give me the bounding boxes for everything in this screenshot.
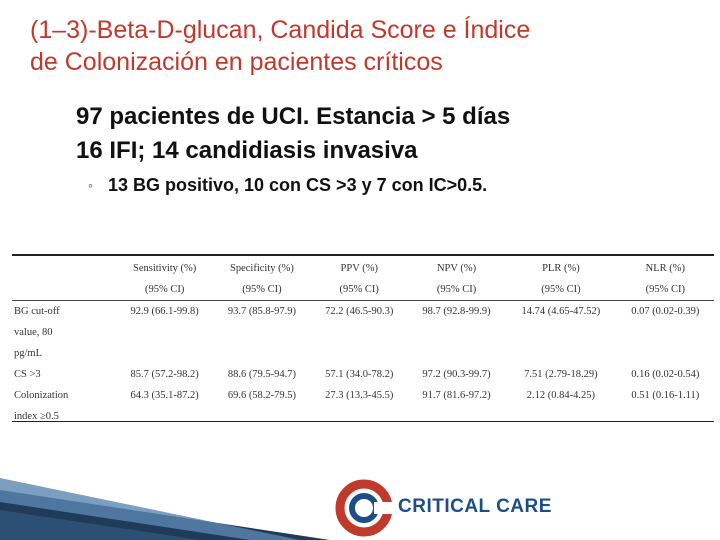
- table-row-label: CS >3: [14, 369, 41, 380]
- table-row-label: Colonization: [14, 390, 69, 401]
- diagnostic-table: Sensitivity (%) Specificity (%) PPV (%) …: [12, 254, 714, 422]
- sub-bullet-icon: ◦: [88, 177, 93, 193]
- table-cell: [505, 322, 616, 343]
- bullet-item: 97 pacientes de UCI. Estancia > 5 días: [48, 100, 688, 134]
- logo-text: CRITICAL CARE: [398, 496, 552, 517]
- table-header: Sensitivity (%): [133, 263, 197, 274]
- bullet-text: 16 IFI; 14 candidiasis invasiva: [76, 137, 418, 164]
- table-row: value, 80: [12, 322, 714, 343]
- table-bottom-rule: [12, 421, 714, 422]
- slide-title: (1–3)-Beta-D-glucan, Candida Score e Índ…: [30, 14, 700, 78]
- table-cell: 91.7 (81.6-97.2): [422, 390, 491, 401]
- table-header: Specificity (%): [230, 263, 294, 274]
- table-ci-label: (95% CI): [407, 279, 506, 301]
- table-cell: [617, 406, 714, 427]
- table-cell: 7.51 (2.79-18.29): [524, 369, 598, 380]
- table-header: NLR (%): [645, 263, 685, 274]
- bullet-item: 16 IFI; 14 candidiasis invasiva: [48, 134, 688, 168]
- table-row: Colonization 64.3 (35.1-87.2) 69.6 (58.2-7…: [12, 385, 714, 406]
- table-cell: 98.7 (92.8-99.9): [422, 306, 491, 317]
- table-ci-label: (95% CI): [310, 279, 408, 301]
- table-cell: 57.1 (34.0-78.2): [325, 369, 394, 380]
- bullet-icon: [48, 144, 62, 158]
- results-table: Sensitivity (%) Specificity (%) PPV (%) …: [12, 258, 714, 427]
- table-row-label: value, 80: [14, 327, 53, 338]
- table-cell: [116, 343, 213, 364]
- table-row: index ≥0.5: [12, 406, 714, 427]
- table-cell: [213, 343, 310, 364]
- table-cell: [311, 406, 408, 427]
- table-header: [12, 258, 116, 279]
- table-cell: [408, 343, 505, 364]
- bullet-icon: [48, 110, 62, 124]
- stripe-light: [0, 478, 300, 540]
- table-cell: 85.7 (57.2-98.2): [130, 369, 199, 380]
- table-header: PPV (%): [340, 263, 378, 274]
- table-cell: [213, 406, 310, 427]
- table-row: CS >3 85.7 (57.2-98.2) 88.6 (79.5-94.7) 57.…: [12, 364, 714, 385]
- table-row: pg/mL: [12, 343, 714, 364]
- table-cell: [505, 406, 616, 427]
- table-cell: 88.6 (79.5-94.7): [227, 369, 297, 380]
- table-header: NPV (%): [436, 263, 477, 274]
- table-row-label: pg/mL: [14, 348, 42, 359]
- bullet-list: 97 pacientes de UCI. Estancia > 5 días 1…: [48, 100, 688, 198]
- table-ci-label: (95% CI): [505, 279, 617, 301]
- table-cell: 92.9 (66.1-99.8): [130, 306, 199, 317]
- table-cell: 72.2 (46.5-90.3): [325, 306, 394, 317]
- table-cell: 0.07 (0.02-0.39): [631, 306, 700, 317]
- title-line-2: de Colonización en pacientes críticos: [30, 48, 443, 76]
- table-cell: [213, 322, 310, 343]
- table-cell: [505, 343, 616, 364]
- table-row-label: BG cut-off: [14, 306, 60, 317]
- table-cell: 97.2 (90.3-99.7): [422, 369, 491, 380]
- table-ci-label: (95% CI): [116, 279, 214, 301]
- table-cell: [408, 322, 505, 343]
- table-cell: 93.7 (85.8-97.9): [227, 306, 297, 317]
- table-cell: [116, 406, 213, 427]
- table-cell: [617, 322, 714, 343]
- decorative-stripe: [0, 478, 330, 540]
- stripe-mid: [0, 510, 200, 540]
- sub-bullet-text: 13 BG positivo, 10 con CS >3 y 7 con IC>…: [108, 175, 488, 195]
- table-cell: [408, 406, 505, 427]
- table-body: BG cut-off 92.9 (66.1-99.8) 93.7 (85.8-97.…: [12, 301, 714, 428]
- table-cell: 69.6 (58.2-79.5): [227, 390, 297, 401]
- table-row-label: index ≥0.5: [14, 411, 59, 422]
- table-cell: 14.74 (4.65-47.52): [521, 306, 601, 317]
- table-cell: 64.3 (35.1-87.2): [130, 390, 199, 401]
- sub-bullet-item: ◦ 13 BG positivo, 10 con CS >3 y 7 con I…: [48, 172, 688, 198]
- table-cell: [311, 322, 408, 343]
- table-cell: [617, 343, 714, 364]
- critical-care-c-logo-icon: [335, 479, 394, 537]
- table-cell: [116, 322, 213, 343]
- table-cell: [311, 343, 408, 364]
- table-ci-label: (95% CI): [616, 279, 714, 301]
- table-cell: 0.16 (0.02-0.54): [631, 369, 700, 380]
- table-ci-row: (95% CI) (95% CI) (95% CI) (95% CI) (95%…: [12, 279, 714, 301]
- table-cell: 27.3 (13.3-45.5): [325, 390, 394, 401]
- bullet-text: 97 pacientes de UCI. Estancia > 5 días: [76, 103, 511, 130]
- table-ci-label: (95% CI): [213, 279, 311, 301]
- table-cell: 0.51 (0.16-1.11): [631, 390, 700, 401]
- table-header: PLR (%): [542, 263, 580, 274]
- table-row: BG cut-off 92.9 (66.1-99.8) 93.7 (85.8-97.…: [12, 301, 714, 323]
- table-cell: 2.12 (0.84-4.25): [526, 390, 596, 401]
- title-line-1: (1–3)-Beta-D-glucan, Candida Score e Índ…: [30, 16, 531, 44]
- table-ci-label: [12, 279, 116, 301]
- table-top-rule: [12, 254, 714, 256]
- table-header-row: Sensitivity (%) Specificity (%) PPV (%) …: [12, 258, 714, 279]
